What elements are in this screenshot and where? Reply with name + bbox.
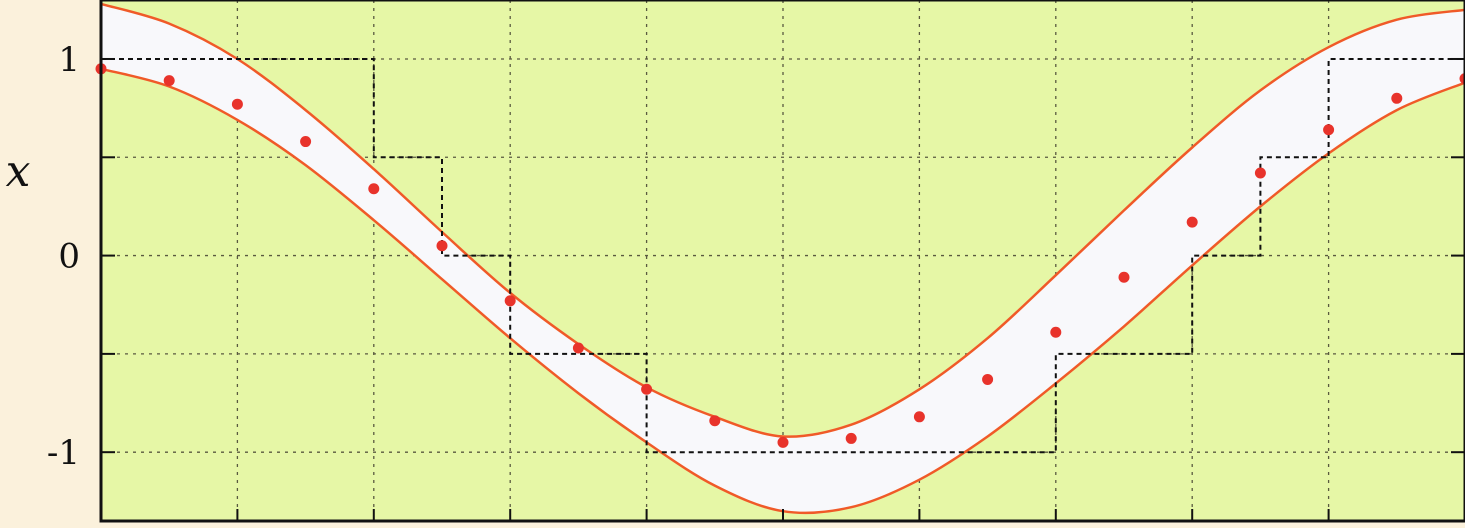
data-point <box>1391 92 1403 104</box>
data-point <box>641 383 653 395</box>
axis-ticks <box>100 57 1465 521</box>
y-tick-label: 1 <box>58 40 80 80</box>
data-point <box>913 411 925 423</box>
y-tick-label: 0 <box>58 237 80 277</box>
data-point <box>709 415 721 427</box>
data-point <box>1323 124 1335 136</box>
data-point <box>845 432 857 444</box>
y-tick-labels: 1 0 -1 <box>47 40 80 473</box>
data-point <box>368 183 380 195</box>
data-point <box>777 436 789 448</box>
data-point <box>163 75 175 87</box>
data-point <box>231 98 243 110</box>
data-point <box>300 136 312 148</box>
data-point <box>1254 167 1266 179</box>
data-point <box>436 240 448 252</box>
y-tick-label: -1 <box>47 433 80 473</box>
data-point <box>572 342 584 354</box>
y-axis-label: x <box>6 146 31 197</box>
data-point <box>1050 326 1062 338</box>
data-point <box>504 295 516 307</box>
band-upper-edge <box>100 2 1465 438</box>
data-point <box>1186 216 1198 228</box>
staircase-path <box>100 57 1465 454</box>
data-point <box>1118 271 1130 283</box>
data-points <box>95 63 1465 448</box>
data-point <box>982 373 994 385</box>
